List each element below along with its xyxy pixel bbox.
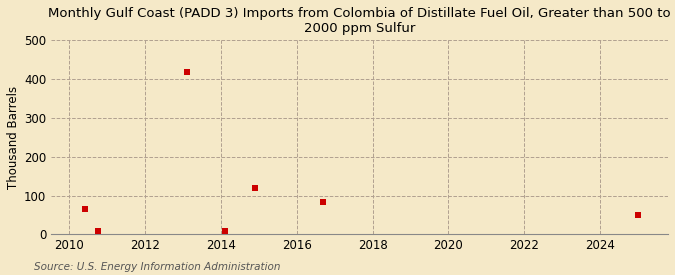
- Title: Monthly Gulf Coast (PADD 3) Imports from Colombia of Distillate Fuel Oil, Greate: Monthly Gulf Coast (PADD 3) Imports from…: [48, 7, 670, 35]
- Point: [92, 228, 103, 233]
- Y-axis label: Thousand Barrels: Thousand Barrels: [7, 86, 20, 189]
- Point: [79, 207, 90, 211]
- Point: [318, 200, 329, 204]
- Text: Source: U.S. Energy Information Administration: Source: U.S. Energy Information Administ…: [34, 262, 280, 272]
- Point: [250, 186, 261, 190]
- Point: [219, 228, 230, 233]
- Point: [632, 213, 643, 217]
- Point: [182, 70, 192, 74]
